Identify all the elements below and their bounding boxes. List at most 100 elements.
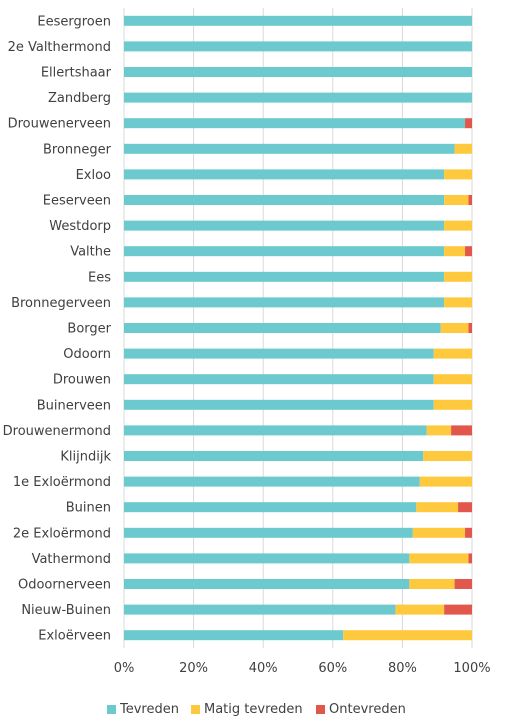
bar-segment-matig-tevreden [412,527,466,538]
x-tick-label: 40% [249,661,278,676]
bar-segment-tevreden [124,579,410,589]
bar-segment-tevreden [124,527,413,538]
bar-segment-matig-tevreden [416,502,459,513]
bar-segment-matig-tevreden [440,323,469,333]
bar-segment-tevreden [124,195,445,205]
bar-segment-matig-tevreden [343,630,472,641]
category-label: Odoorn [63,347,111,362]
bar-segment-tevreden [124,169,445,180]
bar-segment-tevreden [124,399,434,410]
bar-segment-ontevreden [468,323,472,333]
bar-segment-tevreden [124,374,434,385]
bar-segment-matig-tevreden [409,553,469,564]
bar-segment-matig-tevreden [433,348,472,359]
category-labels: Eesergroen 2e Valthermond Ellertshaar Zandb… [3,14,112,643]
x-tick-label: 60% [318,661,347,676]
bar-segment-ontevreden [468,195,472,205]
bar-segment-matig-tevreden [444,169,472,180]
bar-segment-ontevreden [458,502,472,513]
bar-segment-ontevreden [451,425,472,436]
bar-segment-matig-tevreden [433,374,472,385]
category-label: Bronneger [43,142,112,157]
bar-segment-matig-tevreden [419,476,472,487]
bar-segment-tevreden [124,143,455,154]
bar-segment-ontevreden [465,246,472,257]
category-label: Vathermond [32,552,111,567]
bar-segment-matig-tevreden [395,604,445,615]
x-tick-label: 0% [114,661,135,676]
bar-segment-tevreden [124,246,445,257]
bar-segment-matig-tevreden [433,399,472,410]
category-label: Buinen [66,501,111,516]
bar-segment-ontevreden [465,118,472,129]
bar-segment-tevreden [124,425,427,436]
bar-segment-matig-tevreden [454,143,472,154]
bar-segment-tevreden [124,476,420,487]
category-label: Nieuw-Buinen [21,603,111,618]
bar-segment-matig-tevreden [423,451,472,461]
category-label: 1e Exloërmond [13,475,111,490]
category-label: Borger [67,322,111,337]
bar-segment-tevreden [124,630,344,641]
legend-label: Ontevreden [329,702,406,717]
bar-segment-tevreden [124,502,417,513]
bar-segment-tevreden [124,604,396,615]
bar-segment-tevreden [124,92,472,103]
bar-segment-tevreden [124,67,472,77]
legend-label: Matig tevreden [204,702,303,717]
category-label: Bronnegerveen [11,296,111,311]
bar-segment-tevreden [124,15,472,26]
bar-segment-ontevreden [468,553,472,564]
bars [124,15,472,641]
bar-segment-tevreden [124,553,410,564]
x-tick-label: 100% [453,661,490,676]
category-label: 2e Exloërmond [13,526,111,541]
x-tick-label: 20% [179,661,208,676]
category-label: Westdorp [49,219,111,234]
legend-label: Tevreden [120,702,179,717]
category-label: Exloërveen [38,629,111,644]
x-tick-label: 80% [388,661,417,676]
bar-segment-ontevreden [454,579,472,589]
legend-item-matig-tevreden: Matig tevreden [191,702,303,717]
legend-swatch-matig-tevreden [191,705,200,714]
category-label: Eesergroen [37,14,111,29]
bar-segment-tevreden [124,271,445,282]
category-label: Drouwenerveen [8,117,111,132]
bar-segment-matig-tevreden [444,195,469,205]
legend: Tevreden Matig tevreden Ontevreden [0,702,520,718]
bar-segment-ontevreden [465,527,472,538]
bar-segment-matig-tevreden [444,271,472,282]
category-label: Drouwen [53,373,111,388]
bar-segment-matig-tevreden [444,297,472,308]
bar-segment-matig-tevreden [426,425,452,436]
bar-segment-tevreden [124,220,445,231]
legend-swatch-ontevreden [316,705,325,714]
legend-item-tevreden: Tevreden [107,702,179,717]
category-label: Buinerveen [37,398,111,413]
category-label: Klijndijk [60,450,111,465]
legend-item-ontevreden: Ontevreden [316,702,406,717]
category-label: Eeserveen [43,194,111,209]
category-label: Odoornerveen [18,578,111,593]
bar-segment-matig-tevreden [444,246,466,257]
bar-segment-tevreden [124,451,424,461]
bar-segment-matig-tevreden [444,220,472,231]
x-tick-labels: 0% 20% 40% 60% 80% 100% [114,661,491,676]
bar-segment-tevreden [124,297,445,308]
category-label: Exloo [76,168,111,183]
bar-segment-ontevreden [444,604,472,615]
category-label: Ellertshaar [41,66,112,81]
bar-segment-tevreden [124,41,472,52]
category-label: 2e Valthermond [8,40,111,55]
bar-segment-tevreden [124,348,434,359]
category-label: Drouwenermond [3,424,111,439]
bar-segment-tevreden [124,323,441,333]
legend-swatch-tevreden [107,705,116,714]
category-label: Valthe [70,245,111,260]
category-label: Ees [88,270,111,285]
bar-segment-matig-tevreden [409,579,455,589]
category-label: Zandberg [48,91,111,106]
bar-segment-tevreden [124,118,466,129]
